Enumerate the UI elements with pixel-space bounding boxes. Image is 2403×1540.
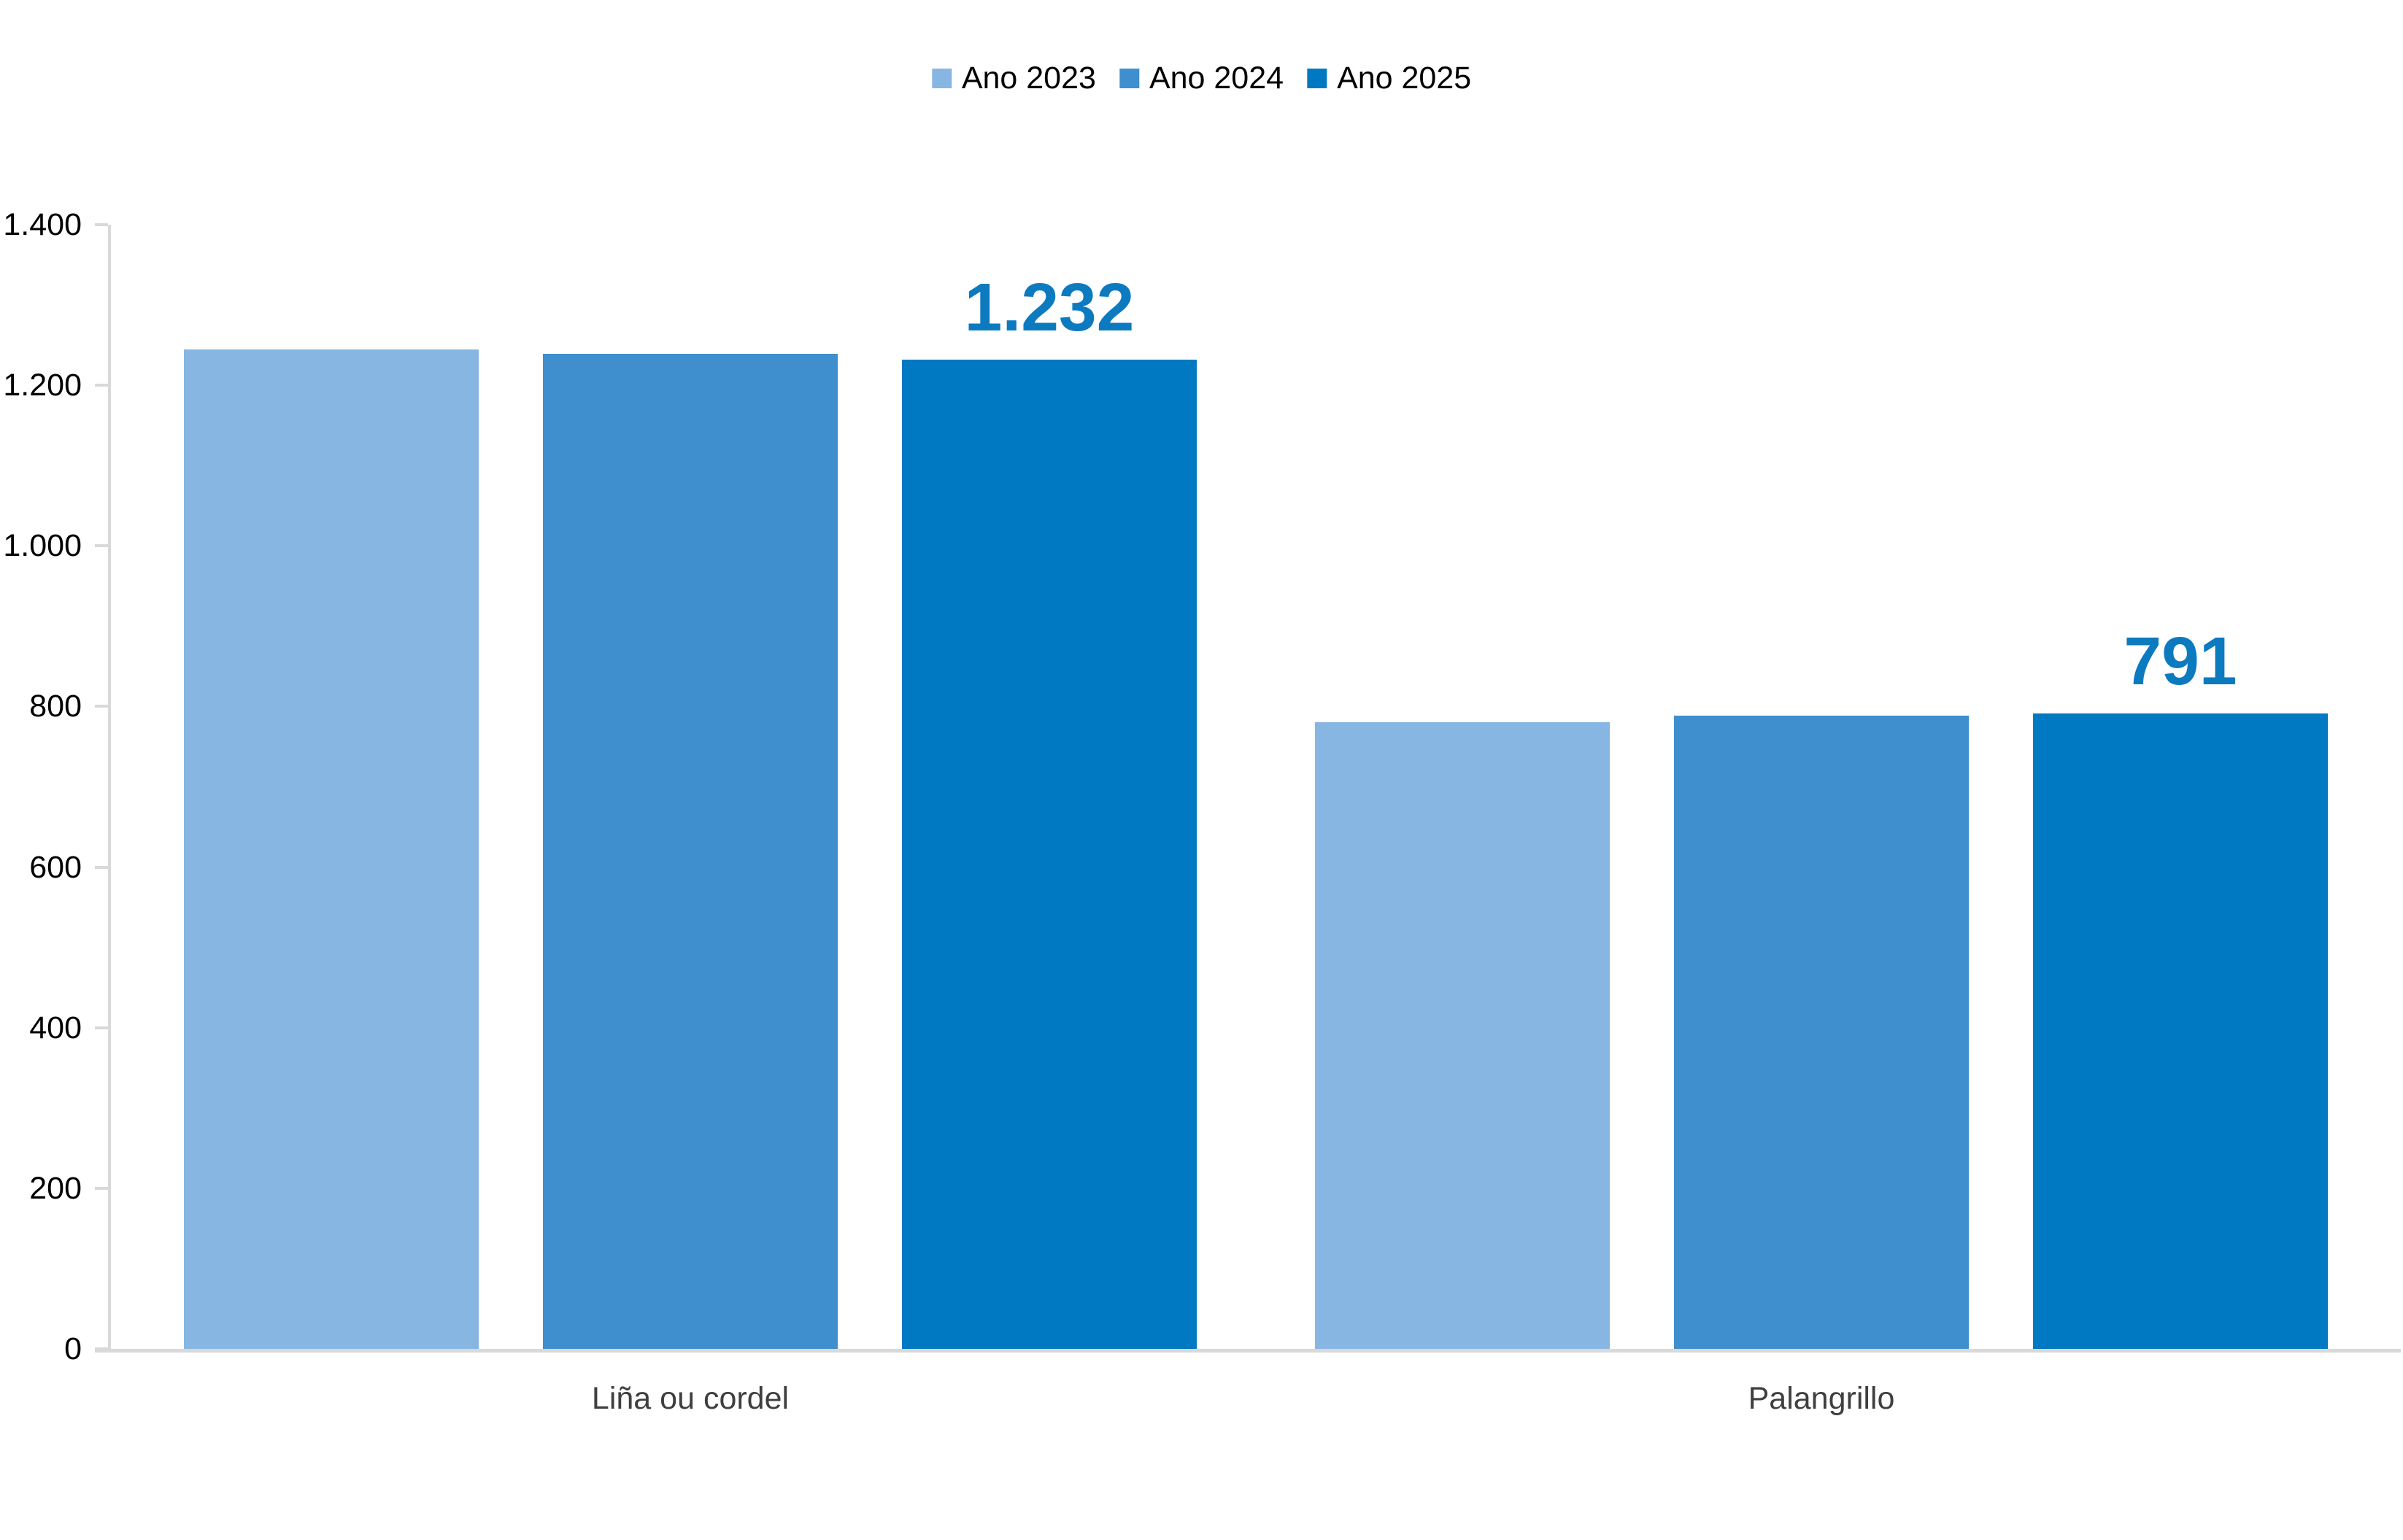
- legend-item-ano-2023: Ano 2023: [931, 61, 1096, 96]
- legend-item-ano-2025: Ano 2025: [1307, 63, 1471, 94]
- legend-swatch-ano-2024-icon: [1119, 69, 1139, 88]
- y-axis-tick-label: 200: [29, 1170, 82, 1206]
- bar-ano-2023-1: [184, 349, 479, 1349]
- category-label-palangrillo: Palangrillo: [1748, 1381, 1895, 1416]
- y-axis-tick-label: 600: [29, 849, 82, 885]
- bar-ano-2025-1: [902, 360, 1197, 1349]
- bar-ano-2024-1: [543, 354, 838, 1349]
- y-axis-tick-label: 800: [29, 689, 82, 724]
- legend-label-ano-2025: Ano 2025: [1337, 61, 1472, 96]
- legend-swatch-ano-2023-icon: [931, 69, 952, 88]
- legend-swatch-ano-2025-icon: [1307, 69, 1327, 88]
- bar-ano-2025-2: [2033, 713, 2328, 1349]
- y-axis-tick: [95, 384, 108, 387]
- data-label-liña-ou-cordel: 1.232: [964, 268, 1135, 345]
- y-axis-tick: [95, 1186, 108, 1190]
- y-axis-tick-label: 0: [64, 1331, 82, 1366]
- legend-label-ano-2023: Ano 2023: [961, 61, 1096, 96]
- bar-ano-2023-2: [1315, 722, 1610, 1349]
- y-axis-tick-label: 1.000: [3, 528, 82, 564]
- bar-ano-2024-2: [1674, 716, 1969, 1349]
- y-axis-tick: [95, 865, 108, 869]
- legend-label-ano-2024: Ano 2024: [1149, 61, 1284, 96]
- x-axis-line: [95, 1349, 2401, 1353]
- y-axis-tick-label: 1.400: [3, 207, 82, 242]
- y-axis-tick-label: 400: [29, 1010, 82, 1045]
- y-axis-line: [108, 225, 111, 1349]
- data-label-palangrillo: 791: [2124, 623, 2237, 700]
- legend-item-ano-2024: Ano 2024: [1119, 63, 1284, 94]
- y-axis-tick: [95, 223, 108, 226]
- category-label-lina-ou-cordel: Liña ou cordel: [591, 1381, 790, 1416]
- y-axis-tick: [95, 544, 108, 548]
- y-axis-tick: [95, 1026, 108, 1029]
- y-axis-tick-label: 1.200: [3, 368, 82, 403]
- y-axis-tick: [95, 705, 108, 708]
- chart-legend: Ano 2023 Ano 2024 Ano 2025: [931, 61, 1471, 96]
